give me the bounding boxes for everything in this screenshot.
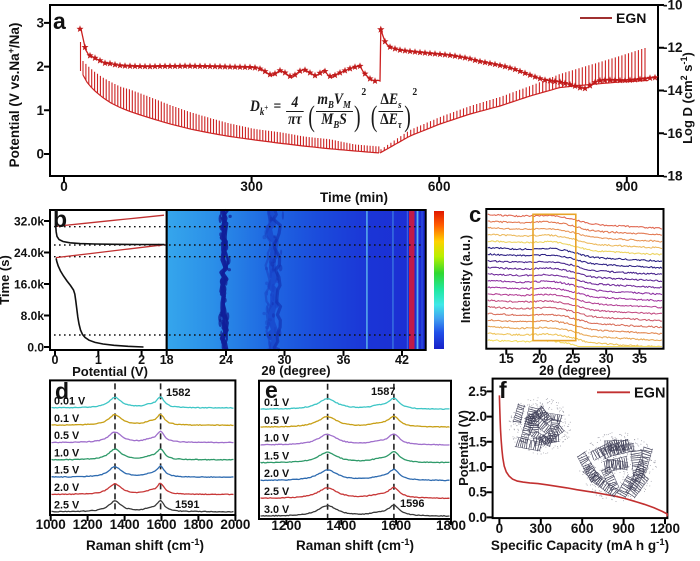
- svg-text:1587: 1587: [371, 386, 395, 398]
- svg-text:0: 0: [496, 521, 504, 536]
- svg-text:2.0 V: 2.0 V: [54, 482, 80, 494]
- svg-text:300: 300: [530, 521, 553, 536]
- svg-text:1.5 V: 1.5 V: [54, 465, 80, 477]
- svg-text:b: b: [53, 206, 67, 232]
- svg-text:16.0k: 16.0k: [14, 278, 44, 292]
- svg-text:1.5 V: 1.5 V: [264, 450, 290, 462]
- svg-text:Specific Capacity (mA h g-1): Specific Capacity (mA h g-1): [491, 537, 669, 554]
- svg-text:2: 2: [36, 59, 44, 74]
- svg-text:1800: 1800: [436, 518, 466, 533]
- svg-text:24: 24: [219, 353, 233, 367]
- svg-text:35: 35: [632, 351, 648, 366]
- svg-text:1596: 1596: [400, 498, 424, 510]
- svg-text:0.5 V: 0.5 V: [264, 415, 290, 427]
- svg-text:c: c: [469, 202, 481, 227]
- svg-text:1591: 1591: [175, 499, 199, 511]
- svg-text:3: 3: [36, 15, 44, 30]
- svg-text:1.0 V: 1.0 V: [264, 433, 290, 445]
- svg-text:18: 18: [160, 353, 174, 367]
- svg-text:d: d: [55, 378, 69, 404]
- svg-text:2000: 2000: [220, 517, 250, 532]
- svg-text:1.0: 1.0: [468, 460, 487, 475]
- svg-text:1800: 1800: [183, 517, 213, 532]
- svg-text:-10: -10: [663, 0, 683, 13]
- svg-text:3.0 V: 3.0 V: [264, 504, 290, 516]
- svg-text:1: 1: [36, 103, 44, 118]
- svg-text:0.1 V: 0.1 V: [54, 413, 80, 425]
- svg-text:1600: 1600: [146, 517, 176, 532]
- svg-text:1400: 1400: [110, 517, 140, 532]
- svg-text:0: 0: [60, 179, 68, 194]
- svg-text:Time (min): Time (min): [320, 190, 388, 205]
- svg-text:8.0k: 8.0k: [21, 309, 45, 323]
- svg-text:0.0: 0.0: [468, 510, 487, 525]
- svg-text:600: 600: [571, 521, 594, 536]
- svg-text:900: 900: [616, 179, 639, 194]
- svg-text:32.0k: 32.0k: [14, 215, 44, 229]
- svg-text:e: e: [265, 377, 278, 403]
- svg-text:15: 15: [499, 351, 515, 366]
- svg-text:a: a: [53, 8, 66, 34]
- svg-text:Raman shift (cm-1): Raman shift (cm-1): [296, 537, 414, 554]
- svg-text:2.5 V: 2.5 V: [54, 499, 80, 511]
- svg-text:-18: -18: [663, 169, 683, 184]
- svg-text:2θ (degree): 2θ (degree): [539, 363, 611, 378]
- svg-text:Potential (V): Potential (V): [456, 410, 471, 486]
- svg-text:600: 600: [428, 179, 451, 194]
- svg-text:1000: 1000: [36, 517, 66, 532]
- svg-text:1.5: 1.5: [468, 434, 487, 449]
- svg-text:1400: 1400: [326, 518, 356, 533]
- svg-text:0.0: 0.0: [27, 341, 44, 355]
- svg-text:300: 300: [240, 179, 263, 194]
- svg-text:2.5: 2.5: [468, 384, 487, 399]
- svg-text:2θ (degree): 2θ (degree): [261, 363, 330, 378]
- svg-text:Time (s): Time (s): [0, 255, 12, 305]
- svg-text:0: 0: [36, 147, 44, 162]
- svg-text:Potential (V vs.Na+/Na): Potential (V vs.Na+/Na): [6, 23, 22, 168]
- svg-text:0.5: 0.5: [468, 485, 487, 500]
- svg-text:1.0 V: 1.0 V: [54, 447, 80, 459]
- svg-text:0: 0: [52, 353, 59, 367]
- svg-text:EGN: EGN: [616, 10, 646, 26]
- svg-text:1200: 1200: [73, 517, 103, 532]
- svg-text:f: f: [499, 377, 507, 403]
- svg-text:36: 36: [337, 353, 351, 367]
- svg-text:Raman shift (cm-1): Raman shift (cm-1): [86, 537, 204, 554]
- svg-text:0.5 V: 0.5 V: [54, 430, 80, 442]
- svg-text:1600: 1600: [381, 518, 411, 533]
- svg-text:EGN: EGN: [634, 386, 665, 402]
- svg-text:1200: 1200: [271, 518, 301, 533]
- svg-text:2.0: 2.0: [468, 409, 487, 424]
- svg-text:Potential (V): Potential (V): [72, 364, 148, 379]
- svg-text:1582: 1582: [166, 387, 190, 399]
- svg-text:42: 42: [395, 353, 409, 367]
- svg-text:2.5 V: 2.5 V: [264, 486, 290, 498]
- svg-text:Intensity (a.u.): Intensity (a.u.): [458, 235, 473, 323]
- svg-text:1200: 1200: [650, 521, 680, 536]
- svg-text:Log D (cm2 s-1): Log D (cm2 s-1): [679, 52, 695, 144]
- svg-text:2.0 V: 2.0 V: [264, 468, 290, 480]
- svg-text:900: 900: [612, 521, 635, 536]
- svg-text:24.0k: 24.0k: [14, 246, 44, 260]
